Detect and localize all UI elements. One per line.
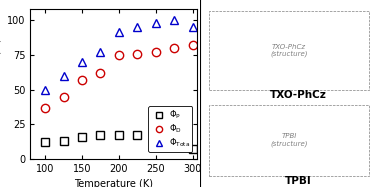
Legend: $\Phi_\mathrm{P}$, $\Phi_\mathrm{D}$, $\Phi_\mathrm{Tota}$: $\Phi_\mathrm{P}$, $\Phi_\mathrm{D}$, $\… xyxy=(148,106,192,152)
X-axis label: Temperature (K): Temperature (K) xyxy=(74,179,153,187)
Text: TPBI
(structure): TPBI (structure) xyxy=(270,134,308,147)
Text: TPBI: TPBI xyxy=(285,176,311,186)
Text: TXO-PhCz
(structure): TXO-PhCz (structure) xyxy=(270,44,308,57)
Y-axis label: Quantum Yield (%): Quantum Yield (%) xyxy=(0,38,2,130)
Bar xyxy=(209,105,369,176)
Bar xyxy=(209,11,369,90)
Text: TXO-PhCz: TXO-PhCz xyxy=(270,90,327,100)
